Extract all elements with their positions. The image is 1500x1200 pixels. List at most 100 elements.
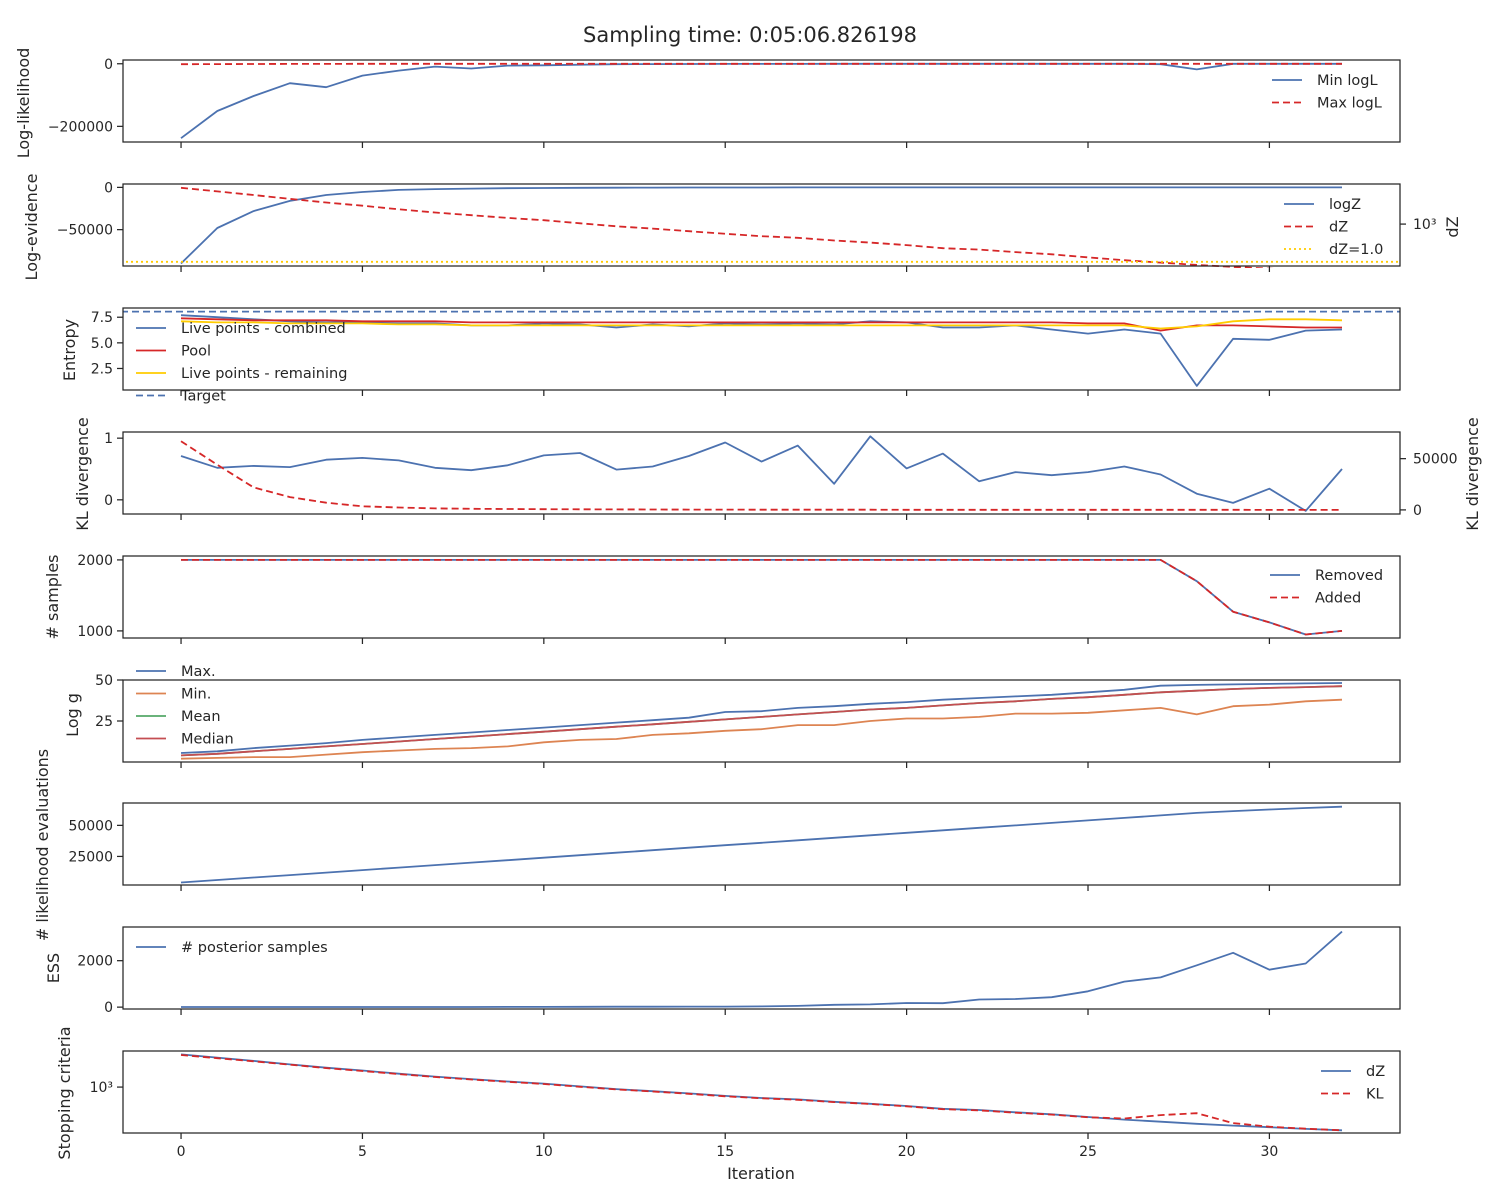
x-tick-label: 0: [177, 1144, 186, 1160]
y-tick: 0: [104, 1000, 123, 1016]
y-tick-label: 2000: [77, 553, 113, 569]
panel-kl: 1 0 50000 0 KL divergence KL divergence: [73, 417, 1482, 530]
panels: 0 −200000 Log-likelihood Min logL Max logL 0 −…: [14, 48, 1482, 1160]
figure-title: Sampling time: 0:05:06.826198: [583, 23, 917, 47]
panel-samples: 2000 1000 # samples Removed Added: [43, 553, 1401, 644]
series-line-dz: [180, 1053, 1343, 1132]
series-line-live-points-remaining: [180, 318, 1343, 330]
legend-label: Pool: [181, 344, 211, 360]
y-tick: 5.0: [91, 336, 123, 352]
legend-label: Removed: [1315, 568, 1383, 584]
panel-evidence: 0 −50000 10³ Log-evidence dZ logZ dZ dZ=1.0: [22, 174, 1462, 281]
y-tick-label: 0: [104, 493, 113, 509]
series-line-added: [181, 559, 1343, 636]
y-tick: 25: [95, 714, 123, 730]
x-axis-label: Iteration: [727, 1164, 795, 1183]
legend-label: # posterior samples: [181, 940, 328, 956]
legend: dZ KL: [1321, 1064, 1385, 1103]
x-tick: 5: [358, 1133, 367, 1160]
y-tick-label: 7.5: [91, 310, 113, 326]
legend-label: Live points - combined: [181, 321, 346, 337]
panel-logg: 50 25 Log g Max. Min. Mean Median: [63, 664, 1401, 768]
series-group: [123, 310, 1400, 387]
axes-frame: [122, 1050, 1401, 1134]
y-tick: 1000: [77, 624, 123, 640]
y-tick-label: 0: [104, 180, 113, 196]
legend: Live points - combined Pool Live points - …: [136, 321, 347, 405]
series-line-kl-divergence: [180, 435, 1343, 512]
series-line-max-: [180, 682, 1343, 754]
y-tick-label: 25: [95, 714, 113, 730]
y-axis-label: # likelihood evaluations: [33, 749, 52, 941]
y2-tick-label: 50000: [1413, 452, 1458, 468]
y2-axis-label: dZ: [1443, 216, 1462, 237]
x-tick-label: 15: [716, 1144, 734, 1160]
x-tick: 25: [1079, 1133, 1097, 1160]
y-axis-label: ESS: [44, 953, 63, 983]
legend-label: dZ: [1366, 1064, 1385, 1080]
y-tick: 0: [104, 493, 123, 509]
panel-stopping: 0 5 10 15 20 25 30 10³ Stopping criteria dZ KL: [55, 1026, 1401, 1160]
axes-frame: [122, 555, 1401, 639]
series-line-removed: [181, 559, 1343, 636]
y-tick: −200000: [48, 119, 123, 135]
y-tick: 2000: [77, 954, 123, 970]
x-tick-label: 10: [535, 1144, 553, 1160]
series-line-logz: [180, 186, 1342, 265]
series-group: [180, 62, 1342, 139]
legend-label: Added: [1315, 591, 1361, 607]
y2-tick: 10³: [1400, 217, 1436, 233]
series-group: [180, 682, 1343, 760]
y-tick-label: 2.5: [91, 361, 113, 377]
legend-label: dZ: [1329, 220, 1348, 236]
y-tick-label: 1: [104, 431, 113, 447]
y-tick-label: 0: [104, 57, 113, 73]
series-line--posterior-samples: [181, 930, 1343, 1008]
panel-loglikelihood: 0 −200000 Log-likelihood Min logL Max logL: [14, 48, 1401, 159]
series-line-median: [180, 685, 1343, 757]
x-tick: 0: [177, 1133, 186, 1160]
y-tick-label: 10³: [90, 1080, 113, 1096]
y2-tick: 0: [1400, 503, 1422, 519]
y-axis-label: KL divergence: [73, 417, 92, 530]
x-tick-label: 25: [1079, 1144, 1097, 1160]
y-tick-label: 2000: [77, 954, 113, 970]
legend-label: KL: [1366, 1087, 1384, 1103]
legend: # posterior samples: [136, 940, 328, 956]
legend: Min logL Max logL: [1272, 73, 1382, 112]
y-axis-label: Stopping criteria: [55, 1026, 74, 1159]
legend-label: Target: [180, 389, 226, 405]
legend-label: dZ=1.0: [1329, 242, 1383, 258]
legend-label: Live points - remaining: [181, 366, 347, 382]
y-tick: 10³: [90, 1080, 123, 1096]
axes-frame: [122, 59, 1401, 143]
y-tick-label: 50000: [68, 818, 113, 834]
axes-frame: [122, 679, 1401, 763]
y-tick: 2000: [77, 553, 123, 569]
axes-frame: [122, 431, 1401, 515]
x-tick: 15: [716, 1133, 734, 1160]
x-tick: 20: [898, 1133, 916, 1160]
legend-label: logZ: [1329, 197, 1361, 213]
y-tick: 1: [104, 431, 123, 447]
x-tick: 30: [1260, 1133, 1278, 1160]
y-axis-label: # samples: [43, 555, 62, 640]
series-line-kl-divergence-stopping-: [180, 440, 1342, 511]
y2-tick-label: 10³: [1413, 217, 1436, 233]
legend-label: Median: [181, 732, 234, 748]
series-line-min-: [180, 698, 1343, 760]
y-axis-label: Log-evidence: [22, 174, 41, 281]
x-tick-label: 20: [898, 1144, 916, 1160]
y-tick: 25000: [68, 849, 123, 865]
y2-axis-label: KL divergence: [1463, 417, 1482, 530]
series-line-kl: [180, 1054, 1343, 1132]
y-tick: 0: [104, 180, 123, 196]
y-tick-label: 25000: [68, 849, 113, 865]
axes-frame: [122, 802, 1401, 886]
y-axis-label: Log-likelihood: [14, 48, 33, 159]
x-tick: 10: [535, 1133, 553, 1160]
series-group: [180, 805, 1343, 884]
y-axis-label: Entropy: [60, 319, 79, 381]
series-line-live-points-combined: [180, 314, 1343, 387]
